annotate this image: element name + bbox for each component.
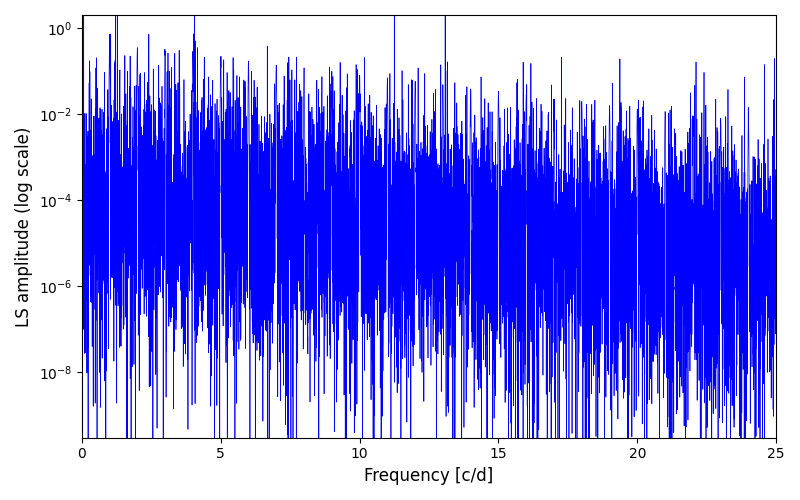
X-axis label: Frequency [c/d]: Frequency [c/d]	[364, 467, 494, 485]
Y-axis label: LS amplitude (log scale): LS amplitude (log scale)	[15, 126, 33, 326]
